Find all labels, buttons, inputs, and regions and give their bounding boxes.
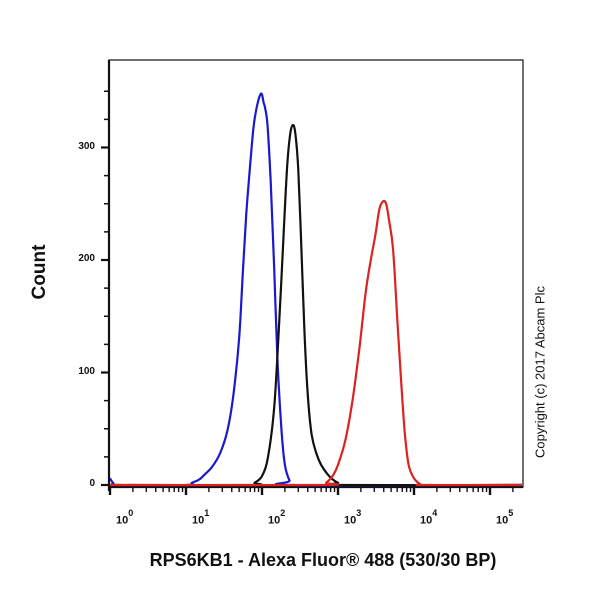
y-tick-label: 200 (78, 253, 95, 264)
series-isotype-control (109, 123, 523, 487)
x-tick-label: 101 (192, 508, 210, 527)
x-tick-label: 102 (268, 508, 286, 527)
histogram-series (109, 92, 523, 487)
copyright-notice: Copyright (c) 2017 Abcam Plc (532, 286, 548, 458)
plot-border (108, 59, 524, 488)
y-tick-label: 100 (78, 365, 95, 377)
y-tick-label: 0 (89, 478, 95, 489)
y-axis-label: Count (29, 244, 50, 300)
x-tick-label: 104 (420, 508, 438, 527)
series-rps6kb1-antibody (109, 199, 523, 487)
x-tick-label: 105 (496, 508, 514, 527)
y-axis-ticks (101, 90, 109, 487)
plot-frame (107, 59, 524, 491)
series-unlabelled-control (109, 92, 523, 487)
x-axis-ticks (108, 487, 514, 495)
x-tick-label: 100 (116, 508, 134, 527)
x-axis-label: RPS6KB1 - Alexa Fluor® 488 (530/30 BP) (149, 550, 497, 570)
x-tick-label: 103 (344, 508, 362, 527)
y-tick-label: 300 (78, 140, 95, 152)
